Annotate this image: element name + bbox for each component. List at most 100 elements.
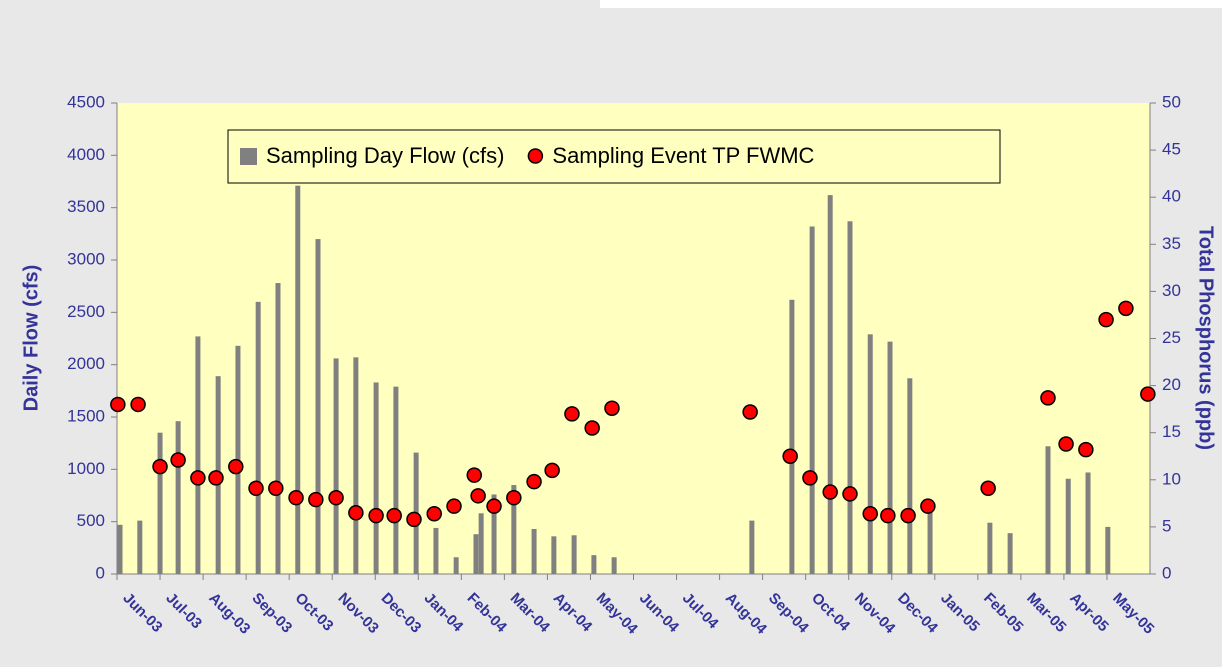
point xyxy=(980,480,996,497)
legend-swatch xyxy=(240,148,257,165)
bar xyxy=(453,557,459,574)
y-tick-label: 4000 xyxy=(67,145,105,164)
point xyxy=(386,507,402,524)
y-tick-label: 1500 xyxy=(67,406,105,425)
y2-tick-label: 50 xyxy=(1162,92,1181,111)
point xyxy=(470,488,486,504)
y2-axis-title: Total Phosphorus (ppb) xyxy=(1195,226,1217,450)
point xyxy=(1098,311,1114,328)
y-tick-label: 3500 xyxy=(67,197,105,216)
bar xyxy=(1045,446,1051,574)
bar xyxy=(333,358,339,574)
point xyxy=(526,473,542,490)
bar xyxy=(393,386,399,574)
bar xyxy=(511,485,517,574)
y2-tick-label: 40 xyxy=(1162,187,1181,206)
bar xyxy=(789,299,795,574)
bar xyxy=(315,239,321,575)
bar xyxy=(571,535,577,574)
bar xyxy=(809,226,815,575)
point xyxy=(802,470,818,486)
bar xyxy=(473,534,479,574)
point xyxy=(328,489,344,506)
point xyxy=(506,489,522,506)
bar xyxy=(927,505,933,574)
y2-tick-label: 0 xyxy=(1162,563,1171,582)
point xyxy=(348,505,364,521)
y2-tick-label: 35 xyxy=(1162,234,1181,253)
y2-tick-label: 25 xyxy=(1162,328,1181,347)
bar xyxy=(1105,526,1111,574)
bar xyxy=(887,341,893,574)
bar xyxy=(987,522,993,574)
bar xyxy=(1085,472,1091,574)
point xyxy=(604,400,620,416)
point xyxy=(406,511,422,528)
point xyxy=(228,458,244,475)
bar xyxy=(531,528,537,574)
bar xyxy=(353,357,359,574)
point xyxy=(842,486,858,502)
point xyxy=(822,484,838,500)
point xyxy=(170,452,186,468)
y-tick-label: 4500 xyxy=(67,92,105,111)
y2-tick-label: 5 xyxy=(1162,516,1171,535)
y-tick-label: 0 xyxy=(96,563,105,582)
bar xyxy=(867,334,873,574)
legend-label: Sampling Day Flow (cfs) xyxy=(266,143,504,168)
point xyxy=(1078,441,1094,458)
point xyxy=(368,507,384,524)
bar xyxy=(433,527,439,574)
bar xyxy=(611,557,617,574)
bar xyxy=(749,520,755,574)
top-strip xyxy=(600,0,1222,8)
point xyxy=(268,480,284,497)
point xyxy=(466,467,482,483)
point xyxy=(1058,436,1074,452)
point xyxy=(1140,386,1156,402)
y-tick-label: 500 xyxy=(77,511,105,530)
bar xyxy=(295,185,301,575)
bar xyxy=(117,524,123,574)
point xyxy=(564,406,580,422)
bar xyxy=(591,555,597,574)
point xyxy=(742,404,758,420)
point xyxy=(426,505,442,522)
point xyxy=(544,462,560,479)
point xyxy=(190,470,206,486)
y2-tick-label: 15 xyxy=(1162,422,1181,441)
legend-box xyxy=(227,129,1001,184)
bar xyxy=(827,195,833,574)
y-tick-label: 3000 xyxy=(67,249,105,268)
point xyxy=(862,505,878,522)
bar xyxy=(907,378,913,574)
point xyxy=(152,458,168,475)
bar xyxy=(478,513,484,574)
bar xyxy=(255,301,261,574)
bar xyxy=(275,283,281,574)
point xyxy=(1118,300,1134,317)
point xyxy=(1040,390,1056,406)
bar xyxy=(847,221,853,575)
point xyxy=(208,470,224,486)
point xyxy=(248,480,264,497)
y2-tick-label: 20 xyxy=(1162,375,1181,394)
point xyxy=(308,491,324,508)
point xyxy=(920,498,936,514)
point xyxy=(130,396,146,413)
point xyxy=(288,489,304,506)
bar xyxy=(137,520,143,574)
y2-tick-label: 45 xyxy=(1162,140,1181,159)
y-tick-label: 1000 xyxy=(67,459,105,478)
bar xyxy=(373,382,379,574)
bar xyxy=(1065,478,1071,574)
y-tick-label: 2500 xyxy=(67,302,105,321)
legend-swatch xyxy=(527,148,544,164)
y-axis-title: Daily Flow (cfs) xyxy=(20,265,42,412)
y2-tick-label: 30 xyxy=(1162,281,1181,300)
point xyxy=(782,448,798,464)
y-tick-label: 2000 xyxy=(67,354,105,373)
bar xyxy=(491,494,497,574)
bar xyxy=(1007,533,1013,574)
